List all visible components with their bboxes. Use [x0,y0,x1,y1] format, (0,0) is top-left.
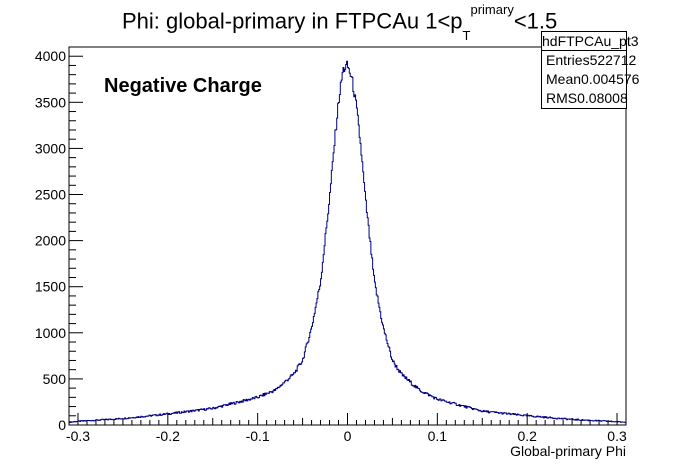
x-axis-label: Global-primary Phi [510,443,626,459]
y-tick-label: 2000 [35,233,66,249]
title-tail: <1.5 [513,8,558,34]
stats-value: 0.08008 [577,90,628,106]
x-tick-label: -0.1 [246,428,270,444]
y-tick-label: 1500 [35,279,66,295]
stats-label: RMS [546,90,578,106]
y-tick-label: 0 [58,417,66,433]
stats-name: hdFTPCAu_pt3 [542,33,639,51]
y-tick-label: 3000 [35,140,66,156]
stats-value: 522712 [589,52,637,68]
histogram-line [69,60,626,424]
title-superscript: primary [470,2,514,17]
x-axis: -0.3 -0.2 -0.1 0 0.1 0.2 0.3 [66,413,627,444]
y-axis: 0 500 1000 1500 2000 2500 3000 3500 4000 [35,46,83,433]
stats-label: Entries [546,52,590,68]
stats-label: Mean [546,71,582,87]
x-tick-label: 0.2 [517,428,537,444]
stats-value: 0.004576 [581,71,640,87]
title-main: Phi: global-primary in FTPCAu 1<p [122,8,463,34]
stats-row-rms: RMS 0.08008 [542,89,628,108]
x-tick-label: -0.3 [66,428,90,444]
title-subscript: T [462,27,471,43]
stats-row-mean: Mean 0.004576 [542,70,639,89]
charge-annotation: Negative Charge [104,75,262,97]
x-tick-label: 0.3 [607,428,627,444]
x-tick-label: 0.1 [428,428,448,444]
y-tick-label: 4000 [35,48,66,64]
y-tick-label: 2500 [35,187,66,203]
stats-box: hdFTPCAu_pt3 Entries 522712 Mean 0.004576 … [541,31,639,109]
y-tick-label: 1000 [35,325,66,341]
stats-row-entries: Entries 522712 [542,51,636,70]
y-tick-label: 500 [43,371,67,387]
y-tick-label: 3500 [35,94,66,110]
chart-title: Phi: global-primary in FTPCAu 1<pTprimar… [122,2,558,43]
x-tick-label: 0 [344,428,352,444]
x-tick-label: -0.2 [156,428,180,444]
